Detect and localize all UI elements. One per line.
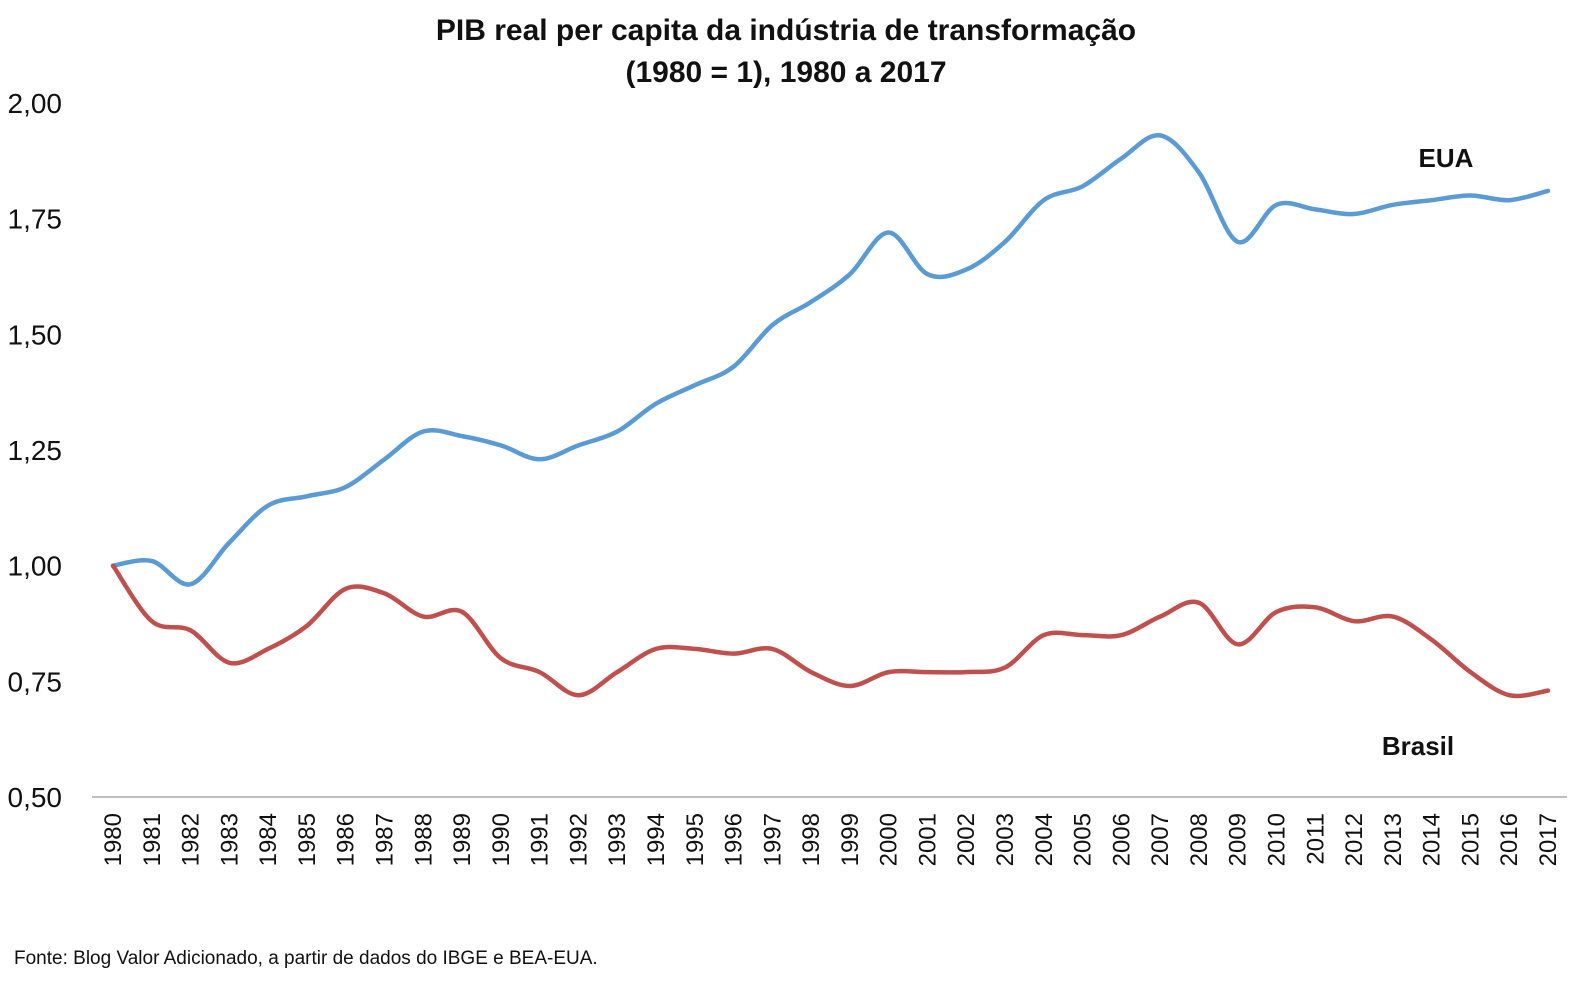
chart-subtitle: (1980 = 1), 1980 a 2017 [625,56,946,89]
y-tick-label: 1,25 [8,435,63,466]
series-line-brasil [110,563,1551,699]
x-tick-label: 1991 [527,813,554,866]
x-tick-label: 1983 [216,813,243,866]
y-tick-label: 1,75 [8,204,63,235]
x-tick-label: 2016 [1496,813,1523,866]
x-tick-label: 2013 [1380,813,1407,866]
x-tick-label: 2004 [1031,813,1058,866]
x-tick-label: 1989 [449,813,476,866]
x-tick-label: 2006 [1108,813,1135,866]
x-tick-label: 1990 [488,813,515,866]
x-tick-label: 2015 [1457,813,1484,866]
series-lines [110,133,1551,699]
series-line-eua [110,133,1551,587]
x-tick-label: 1986 [333,813,360,866]
x-tick-label: 1987 [371,813,398,866]
x-tick-label: 2012 [1341,813,1368,866]
x-tick-label: 2010 [1264,813,1291,866]
x-tick-label: 1996 [721,813,748,866]
source-note: Fonte: Blog Valor Adicionado, a partir d… [14,948,598,969]
y-tick-label: 0,50 [8,782,63,813]
x-tick-label: 2007 [1147,813,1174,866]
y-tick-label: 1,50 [8,319,63,350]
y-tick-label: 1,00 [8,551,63,582]
series-label-brasil: Brasil [1382,731,1454,761]
x-tick-label: 1997 [759,813,786,866]
x-tick-label: 2017 [1535,813,1562,866]
x-tick-label: 1993 [604,813,631,866]
x-tick-label: 2003 [992,813,1019,866]
x-tick-label: 1988 [410,813,437,866]
x-tick-label: 2002 [953,813,980,866]
x-tick-label: 1994 [643,813,670,866]
y-tick-label: 0,75 [8,666,63,697]
x-tick-label: 1984 [255,813,282,866]
chart-title: PIB real per capita da indústria de tran… [436,14,1136,47]
x-tick-label: 2014 [1419,813,1446,866]
x-tick-label: 2001 [914,813,941,866]
x-tick-label: 2011 [1302,813,1329,865]
x-tick-label: 1980 [100,813,127,866]
x-tick-label: 2008 [1186,813,1213,866]
x-tick-label: 2000 [876,813,903,866]
x-tick-label: 1982 [178,813,205,866]
x-tick-label: 2009 [1225,813,1252,866]
x-tick-label: 1992 [565,813,592,866]
y-tick-label: 2,00 [8,88,63,119]
series-label-eua: EUA [1419,143,1474,173]
x-tick-label: 1999 [837,813,864,866]
x-tick-label: 1998 [798,813,825,866]
x-tick-label: 1981 [139,813,166,866]
x-tick-label: 2005 [1070,813,1097,866]
y-axis-ticks: 0,50 0,75 1,00 1,25 1,50 1,75 2,00 [8,88,63,813]
x-axis-ticks: 1980 1981 1982 1983 1984 1985 1986 1987 1988 1989… [100,813,1562,866]
x-tick-label: 1985 [294,813,321,866]
x-tick-label: 1995 [682,813,709,866]
